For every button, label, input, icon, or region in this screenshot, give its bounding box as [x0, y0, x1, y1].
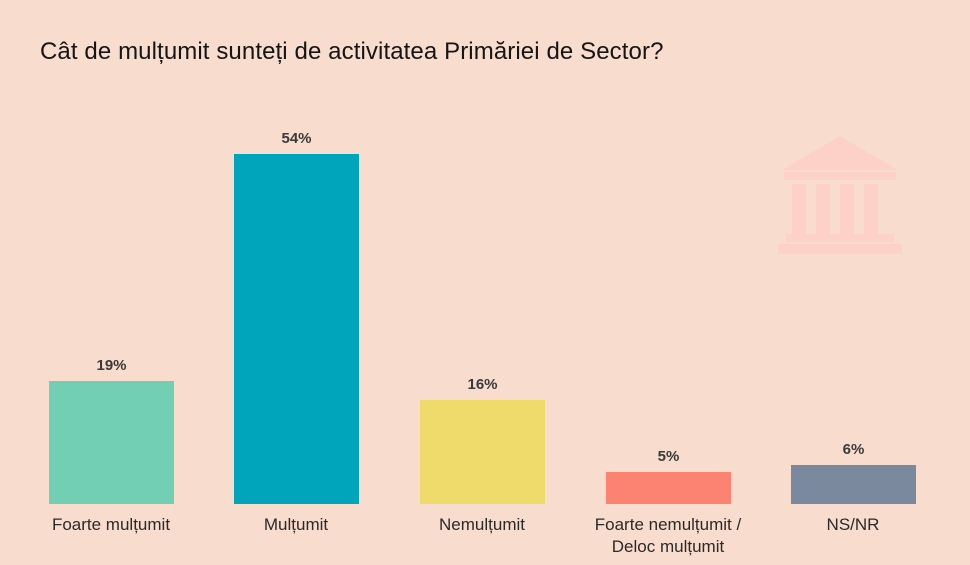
category-label: Foarte nemulțumit / Deloc mulțumit: [594, 515, 742, 556]
category-label: Mulțumit: [263, 515, 329, 534]
value-label: 19%: [96, 357, 127, 374]
value-label: 54%: [281, 130, 312, 147]
category-label: Foarte mulțumit: [51, 515, 171, 534]
category-label: NS/NR: [826, 515, 880, 534]
value-label: 5%: [657, 448, 680, 465]
bar: [791, 465, 916, 504]
bar: [49, 381, 174, 504]
bar: [606, 472, 731, 504]
category-label: Nemulțumit: [439, 515, 525, 534]
bar: [420, 400, 545, 504]
value-label: 6%: [842, 441, 865, 458]
chart-title: Cât de mulțumit sunteți de activitatea P…: [40, 38, 664, 65]
value-label: 16%: [467, 376, 498, 393]
government-building-icon: [778, 136, 902, 254]
bar: [234, 154, 359, 504]
